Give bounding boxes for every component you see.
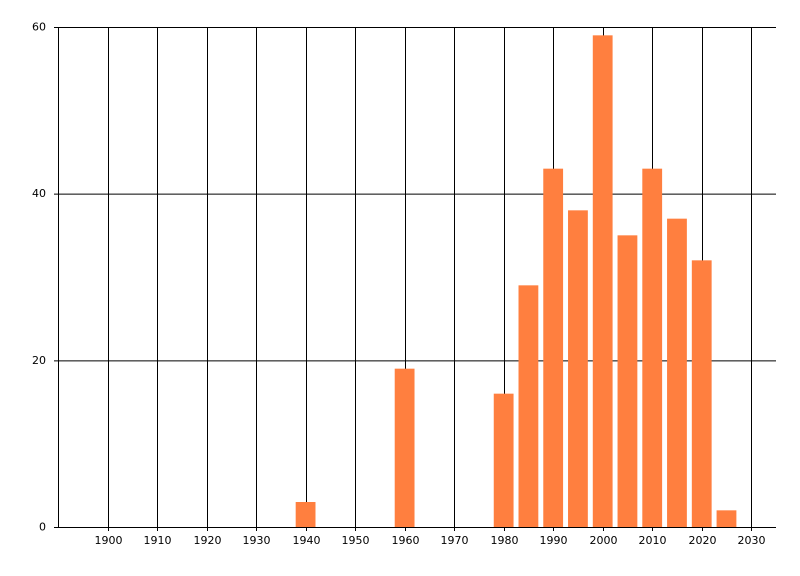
bar (295, 502, 316, 527)
x-tick-label: 2010 (639, 534, 667, 547)
bar (642, 168, 663, 527)
x-tick-label: 1950 (342, 534, 370, 547)
x-tick-label: 1990 (540, 534, 568, 547)
bar (568, 210, 588, 528)
x-tick-label: 2020 (689, 534, 717, 547)
x-tick-label: 1940 (293, 534, 321, 547)
x-tick-label: 1960 (392, 534, 420, 547)
bar (394, 368, 415, 527)
bar (518, 285, 539, 527)
x-tick-label: 1920 (194, 534, 222, 547)
x-tick-label: 2000 (590, 534, 618, 547)
bar (493, 393, 514, 527)
x-tick-label: 1900 (95, 534, 123, 547)
bar (592, 35, 613, 527)
x-tick-label: 1980 (491, 534, 519, 547)
x-tick-label: 2030 (738, 534, 766, 547)
bar (716, 510, 737, 527)
bar (667, 218, 687, 527)
y-tick-label: 20 (32, 354, 46, 367)
x-tick-label: 1970 (441, 534, 469, 547)
x-tick-label: 1930 (243, 534, 271, 547)
y-tick-label: 0 (39, 521, 46, 534)
bar (543, 168, 564, 527)
x-tick-label: 1910 (144, 534, 172, 547)
bar (617, 235, 638, 528)
y-tick-label: 40 (32, 187, 46, 200)
y-tick-label: 60 (32, 21, 46, 34)
bar (691, 260, 712, 527)
